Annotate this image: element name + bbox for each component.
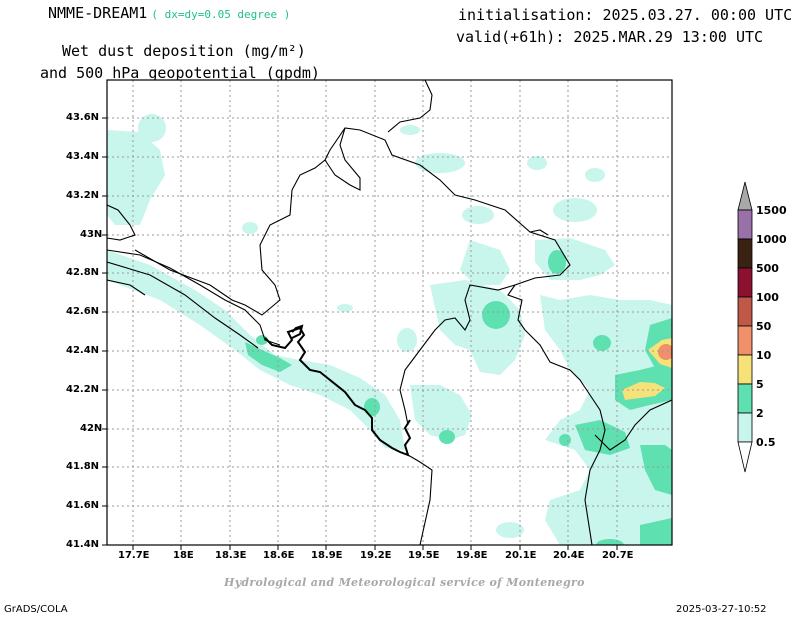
model-title: NMME-DREAM1( dx=dy=0.05 degree ) <box>48 4 290 22</box>
lon-label: 17.7E <box>118 550 150 561</box>
lat-label: 41.8N <box>66 461 100 472</box>
lon-label: 20.4E <box>553 550 585 561</box>
valid-time: valid(+61h): 2025.MAR.29 13:00 UTC <box>456 28 764 46</box>
lon-label: 18.6E <box>263 550 295 561</box>
legend-colorbar <box>737 181 753 473</box>
lat-label: 41.6N <box>66 500 100 511</box>
lat-label: 41.4N <box>66 539 100 550</box>
legend-swatch-100 <box>737 267 753 298</box>
map-grid <box>107 80 672 545</box>
legend-swatch-500 <box>737 238 753 269</box>
credit-text: Hydrological and Meteorological service … <box>224 576 585 589</box>
lon-label: 18.9E <box>311 550 343 561</box>
lon-label: 19.5E <box>408 550 440 561</box>
legend-cap-bottom <box>737 441 753 473</box>
lon-label: 18E <box>173 550 194 561</box>
lon-label: 20.7E <box>602 550 634 561</box>
variable-title-line2: and 500 hPa geopotential (gpdm) <box>40 64 320 82</box>
initialisation-time: initialisation: 2025.03.27. 00:00 UTC <box>458 6 793 24</box>
footer-timestamp: 2025-03-27-10:52 <box>676 604 767 615</box>
legend-label: 1000 <box>756 233 787 246</box>
lon-label: 19.2E <box>360 550 392 561</box>
legend-swatch-10 <box>737 325 753 356</box>
lat-label: 43.2N <box>66 190 100 201</box>
lon-label: 19.8E <box>456 550 488 561</box>
deposition-level-2 <box>245 250 672 545</box>
legend-swatch-5 <box>737 354 753 385</box>
legend-label: 100 <box>756 291 779 304</box>
legend-label: 2 <box>756 407 764 420</box>
deposition-level-10 <box>658 344 672 360</box>
legend-swatch-2 <box>737 383 753 414</box>
lat-label: 43.6N <box>66 112 100 123</box>
lat-label: 43N <box>80 229 103 240</box>
country-borders <box>107 80 672 545</box>
legend-swatch-0.5 <box>737 412 753 443</box>
lat-label: 42.4N <box>66 345 100 356</box>
legend-label: 1500 <box>756 204 787 217</box>
legend-swatch-50 <box>737 296 753 327</box>
legend-label: 500 <box>756 262 779 275</box>
legend-label: 10 <box>756 349 772 362</box>
legend-swatch-1000 <box>737 209 753 240</box>
legend-label: 0.5 <box>756 436 776 449</box>
model-name: NMME-DREAM1 <box>48 4 148 22</box>
variable-title-line1: Wet dust deposition (mg/m²) <box>62 42 306 60</box>
coastline <box>264 324 412 457</box>
axis-ticks <box>102 117 618 550</box>
lon-label: 18.3E <box>215 550 247 561</box>
lat-label: 42.6N <box>66 306 100 317</box>
model-resolution: ( dx=dy=0.05 degree ) <box>151 8 291 21</box>
lon-label: 20.1E <box>505 550 537 561</box>
legend-label: 5 <box>756 378 764 391</box>
legend-cap-top <box>737 181 753 211</box>
lat-label: 43.4N <box>66 151 100 162</box>
footer-software: GrADS/COLA <box>4 604 68 615</box>
legend-label: 50 <box>756 320 772 333</box>
lat-label: 42.8N <box>66 267 100 278</box>
lat-label: 42N <box>80 423 103 434</box>
lat-label: 42.2N <box>66 384 100 395</box>
